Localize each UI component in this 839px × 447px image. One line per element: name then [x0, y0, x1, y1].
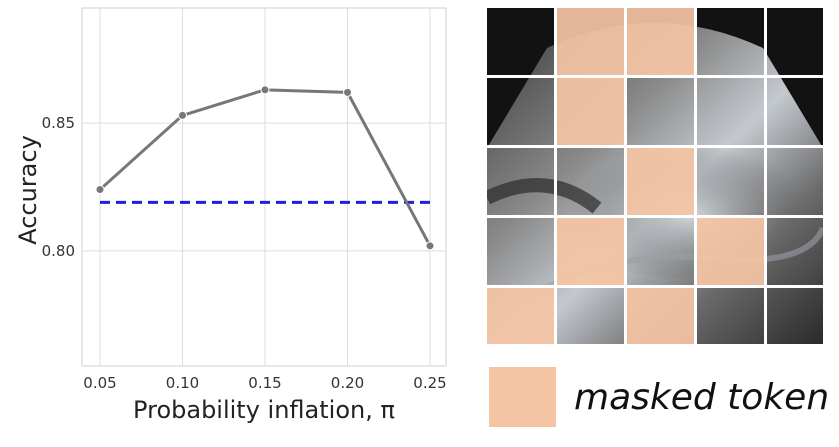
data-point: [260, 85, 270, 95]
patch-divider-vertical: [764, 8, 767, 344]
masked-token-tile: [557, 78, 624, 145]
patch-divider-vertical: [624, 8, 627, 344]
masked-token-tile: [557, 8, 624, 75]
accuracy-line-chart: 0.05 0.10 0.15 0.20 0.25 0.80 0.85 Probabilit…: [14, 7, 447, 424]
legend-swatch: [489, 367, 556, 427]
masked-token-tile: [557, 218, 624, 285]
x-axis-title: Probability inflation, π: [133, 396, 395, 424]
patch-divider-horizontal: [487, 285, 823, 288]
y-tick-label: 0.80: [42, 242, 75, 260]
x-tick-labels: 0.05 0.10 0.15 0.20 0.25: [83, 374, 446, 392]
y-axis-title: Accuracy: [14, 135, 42, 245]
data-point: [178, 110, 187, 120]
legend: masked token: [489, 367, 829, 427]
data-point: [343, 87, 352, 97]
y-tick-labels: 0.80 0.85: [42, 114, 75, 260]
masked-token-tile: [627, 148, 694, 215]
masked-token-tile: [697, 218, 764, 285]
x-tick-label: 0.05: [83, 374, 116, 392]
x-tick-label: 0.10: [166, 374, 199, 392]
data-point: [425, 241, 435, 251]
x-tick-label: 0.20: [331, 374, 364, 392]
y-gridlines: [82, 122, 446, 252]
patch-divider-vertical: [554, 8, 557, 344]
y-tick-label: 0.85: [42, 114, 75, 132]
x-tick-label: 0.25: [413, 374, 446, 392]
patch-divider-vertical: [694, 8, 697, 344]
patch-divider-horizontal: [487, 75, 823, 78]
data-point: [95, 185, 105, 195]
x-tick-label: 0.15: [248, 374, 281, 392]
masked-token-tile: [627, 288, 694, 344]
patch-divider-horizontal: [487, 215, 823, 218]
series-layer: [95, 85, 435, 251]
masked-token-tile: [627, 8, 694, 75]
masked-token-tile: [487, 288, 554, 344]
masked-ultrasound-figure: [487, 8, 823, 344]
patch-divider-horizontal: [487, 145, 823, 148]
plot-area: [81, 7, 447, 367]
x-gridlines: [99, 8, 431, 366]
legend-label: masked token: [574, 376, 830, 418]
